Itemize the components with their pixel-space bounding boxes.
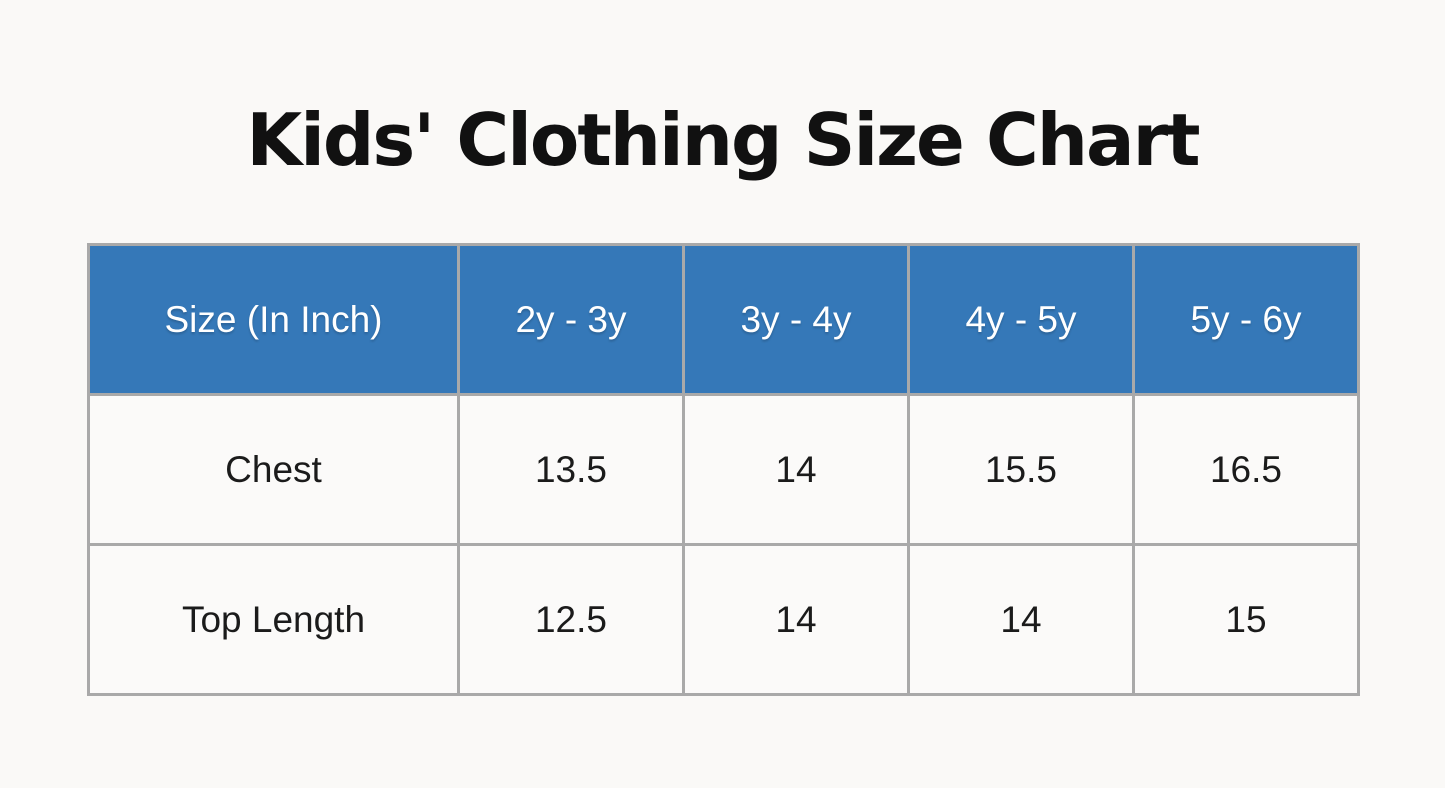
table-row-top-length: Top Length 12.5 14 14 15 xyxy=(87,543,1360,696)
chest-value-3y-4y: 14 xyxy=(682,393,910,546)
row-label-chest: Chest xyxy=(87,393,460,546)
top-length-value-3y-4y: 14 xyxy=(682,543,910,696)
column-header-2y-3y: 2y - 3y xyxy=(457,243,685,396)
top-length-value-2y-3y: 12.5 xyxy=(457,543,685,696)
column-header-size: Size (In Inch) xyxy=(87,243,460,396)
row-label-top-length: Top Length xyxy=(87,543,460,696)
chest-value-4y-5y: 15.5 xyxy=(907,393,1135,546)
table-header-row: Size (In Inch) 2y - 3y 3y - 4y 4y - 5y 5… xyxy=(87,243,1360,396)
table-row-chest: Chest 13.5 14 15.5 16.5 xyxy=(87,393,1360,546)
chest-value-5y-6y: 16.5 xyxy=(1132,393,1360,546)
column-header-4y-5y: 4y - 5y xyxy=(907,243,1135,396)
top-length-value-4y-5y: 14 xyxy=(907,543,1135,696)
chest-value-2y-3y: 13.5 xyxy=(457,393,685,546)
top-length-value-5y-6y: 15 xyxy=(1132,543,1360,696)
page-title: Kids' Clothing Size Chart xyxy=(246,98,1200,182)
column-header-3y-4y: 3y - 4y xyxy=(682,243,910,396)
column-header-5y-6y: 5y - 6y xyxy=(1132,243,1360,396)
size-chart-table: Size (In Inch) 2y - 3y 3y - 4y 4y - 5y 5… xyxy=(87,243,1360,696)
